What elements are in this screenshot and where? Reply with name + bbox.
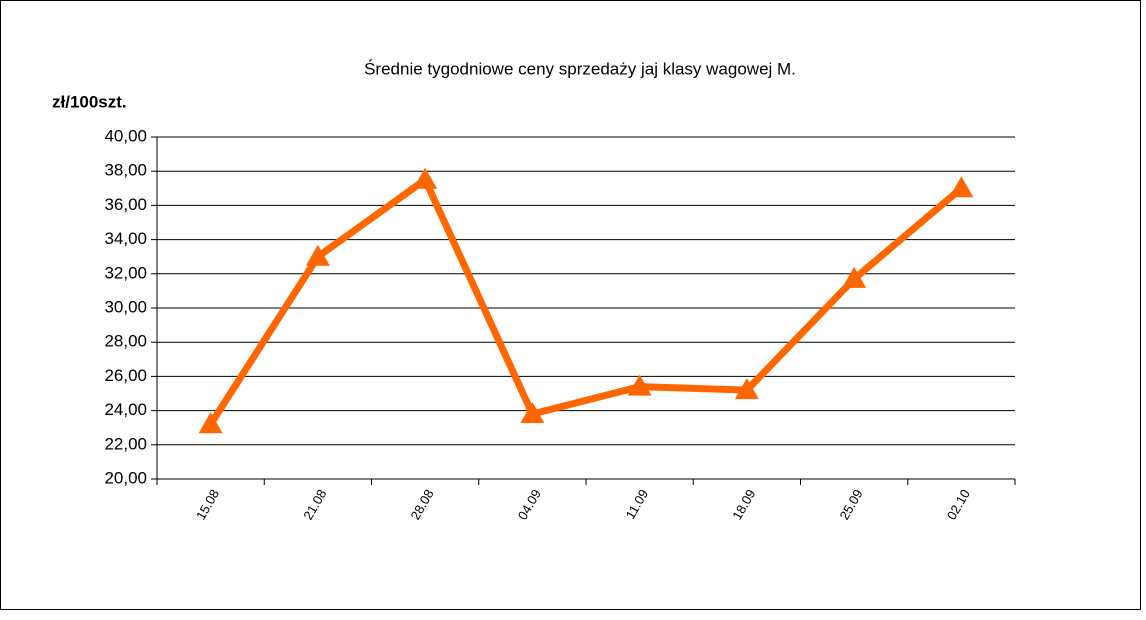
y-tick-label: 28,00 [104, 332, 147, 351]
y-tick-label: 40,00 [104, 126, 147, 145]
marker [734, 378, 759, 400]
y-tick-label: 32,00 [104, 263, 147, 282]
y-tick-label: 22,00 [104, 434, 147, 453]
chart-frame [0, 0, 1141, 610]
marker [520, 402, 545, 424]
marker [627, 374, 652, 396]
y-tick-label: 24,00 [104, 400, 147, 419]
line [207, 174, 964, 427]
marker [413, 167, 438, 189]
marker [842, 266, 867, 288]
y-tick-label: 30,00 [104, 297, 147, 316]
y-tick-label: 36,00 [104, 195, 147, 214]
y-tick-label: 26,00 [104, 366, 147, 385]
chart-title: Średnie tygodniowe ceny sprzedaży jaj kl… [364, 59, 796, 78]
y-tick-label: 34,00 [104, 229, 147, 248]
marker [305, 244, 330, 266]
marker [949, 176, 974, 198]
y-tick-label: 38,00 [104, 161, 147, 180]
y-axis-title: zł/100szt. [52, 92, 127, 111]
marker [198, 412, 223, 434]
y-tick-label: 20,00 [104, 468, 147, 487]
